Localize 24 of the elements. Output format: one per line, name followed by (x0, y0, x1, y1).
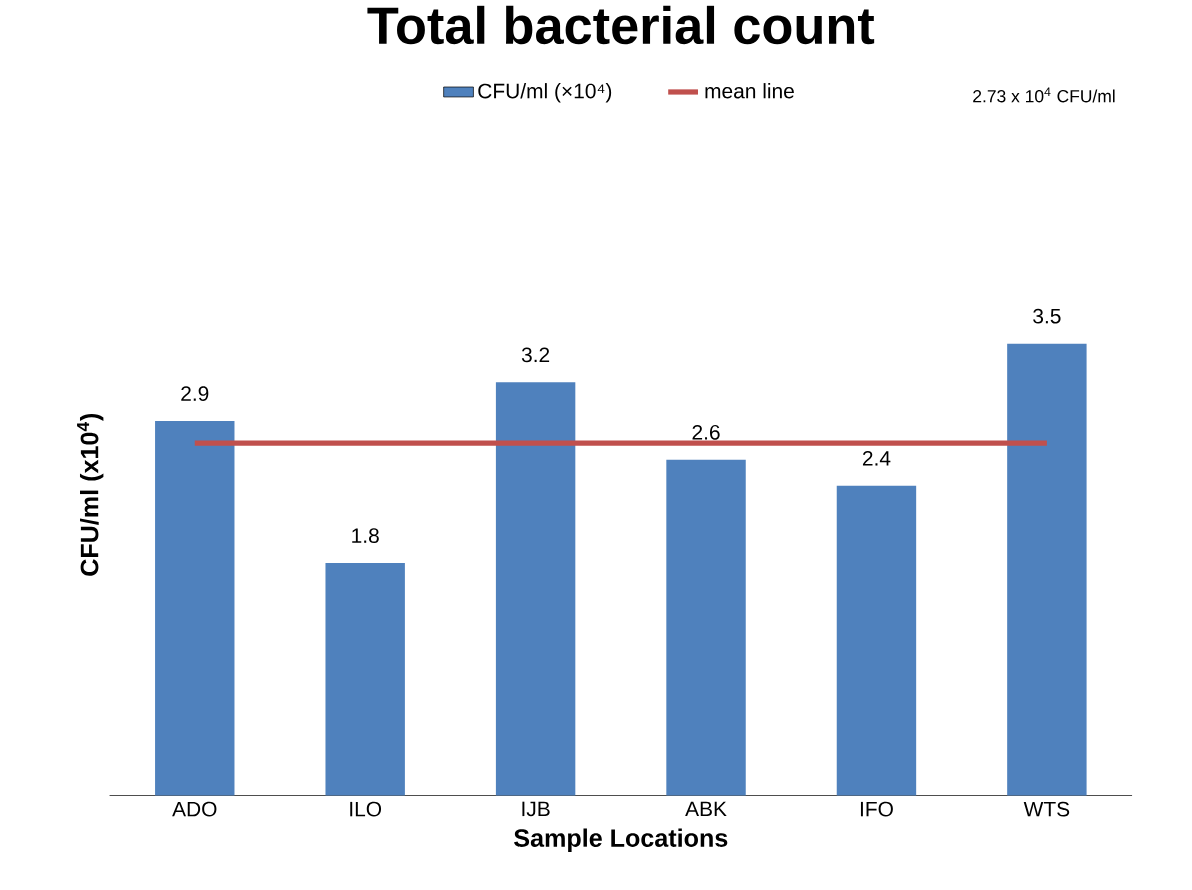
x-tick-label: WTS (1023, 801, 1070, 817)
legend-label: mean line (705, 83, 794, 99)
text: 2.73 x 10$^{4}$ CFU/ml (973, 87, 1115, 103)
bar (495, 382, 576, 796)
bar (1007, 343, 1087, 796)
x-tick-label: ILO (350, 801, 382, 817)
data-label: 3.5 (1033, 308, 1061, 324)
bar (325, 563, 405, 796)
bar (836, 485, 917, 796)
data-label: 2.6 (692, 424, 720, 440)
x-tick-label: ADO (172, 801, 217, 817)
bar (666, 459, 746, 796)
legend-label: CFU/ml (×10⁴) (478, 83, 612, 103)
data-label: 1.8 (352, 528, 379, 543)
data-label: 2.4 (862, 450, 891, 466)
data-label: 2.9 (181, 386, 209, 401)
x-tick-label: ABK (685, 801, 727, 816)
data-label: 3.2 (521, 347, 550, 363)
x-tick-label: IFO (860, 801, 893, 817)
bar (155, 421, 235, 796)
x-tick-label: IJB (522, 801, 550, 817)
y-axis-title: CFU/ml (x10$^{4}$) (77, 413, 104, 576)
chart-title: Total bacterial count (367, 5, 875, 45)
x-axis-title: Sample Locations (514, 828, 728, 852)
